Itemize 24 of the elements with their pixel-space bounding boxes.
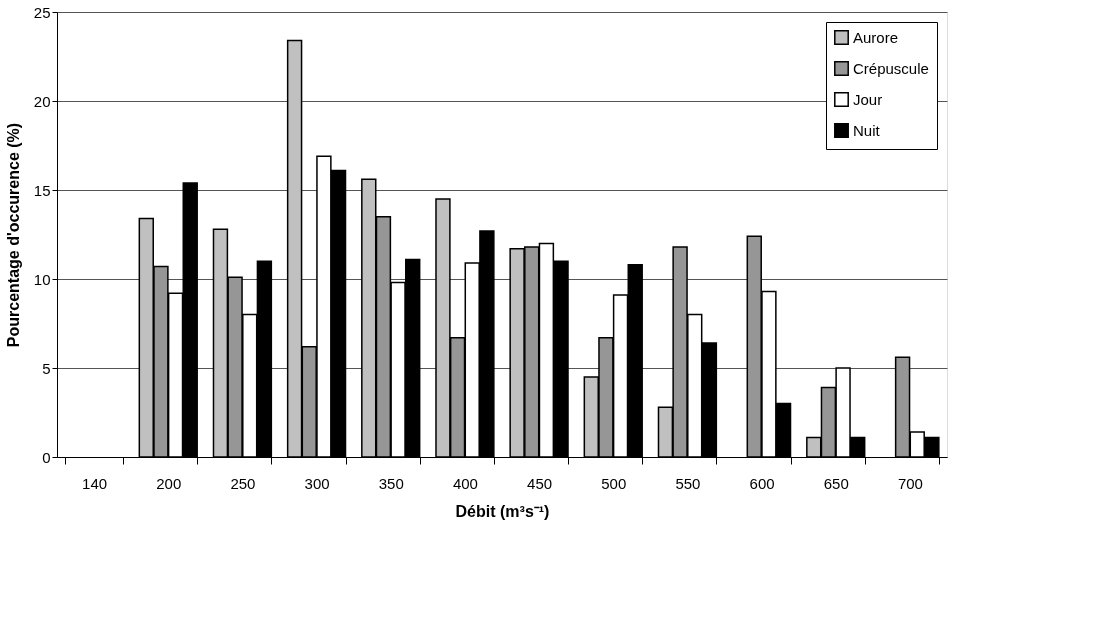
y-axis-title: Pourcentage d'occurence (%) — [4, 122, 22, 348]
x-tick-label: 300 — [304, 474, 330, 492]
x-tick-label: 400 — [452, 474, 478, 492]
y-tick-label: 0 — [42, 448, 51, 466]
x-tick-label: 450 — [527, 474, 553, 492]
y-tick-label: 5 — [42, 359, 51, 377]
x-tick-label: 600 — [749, 474, 775, 492]
legend-label: Aurore — [853, 28, 899, 46]
x-tick-label: 550 — [675, 474, 701, 492]
x-tick-label: 200 — [156, 474, 182, 492]
y-tick-label: 10 — [33, 270, 51, 288]
x-tick-label: 650 — [823, 474, 849, 492]
legend-label: Jour — [853, 90, 883, 108]
x-tick-label: 140 — [82, 474, 108, 492]
legend-label: Nuit — [853, 121, 881, 139]
x-axis-title: Débit (m³s⁻¹) — [455, 502, 550, 520]
y-tick-label: 15 — [33, 181, 51, 199]
legend-label: Crépuscule — [853, 59, 929, 77]
x-tick-label: 350 — [378, 474, 404, 492]
y-tick-label: 20 — [33, 92, 51, 110]
y-tick-label: 25 — [33, 3, 51, 21]
x-tick-label: 500 — [601, 474, 627, 492]
x-tick-label: 250 — [230, 474, 256, 492]
x-tick-label: 700 — [897, 474, 923, 492]
